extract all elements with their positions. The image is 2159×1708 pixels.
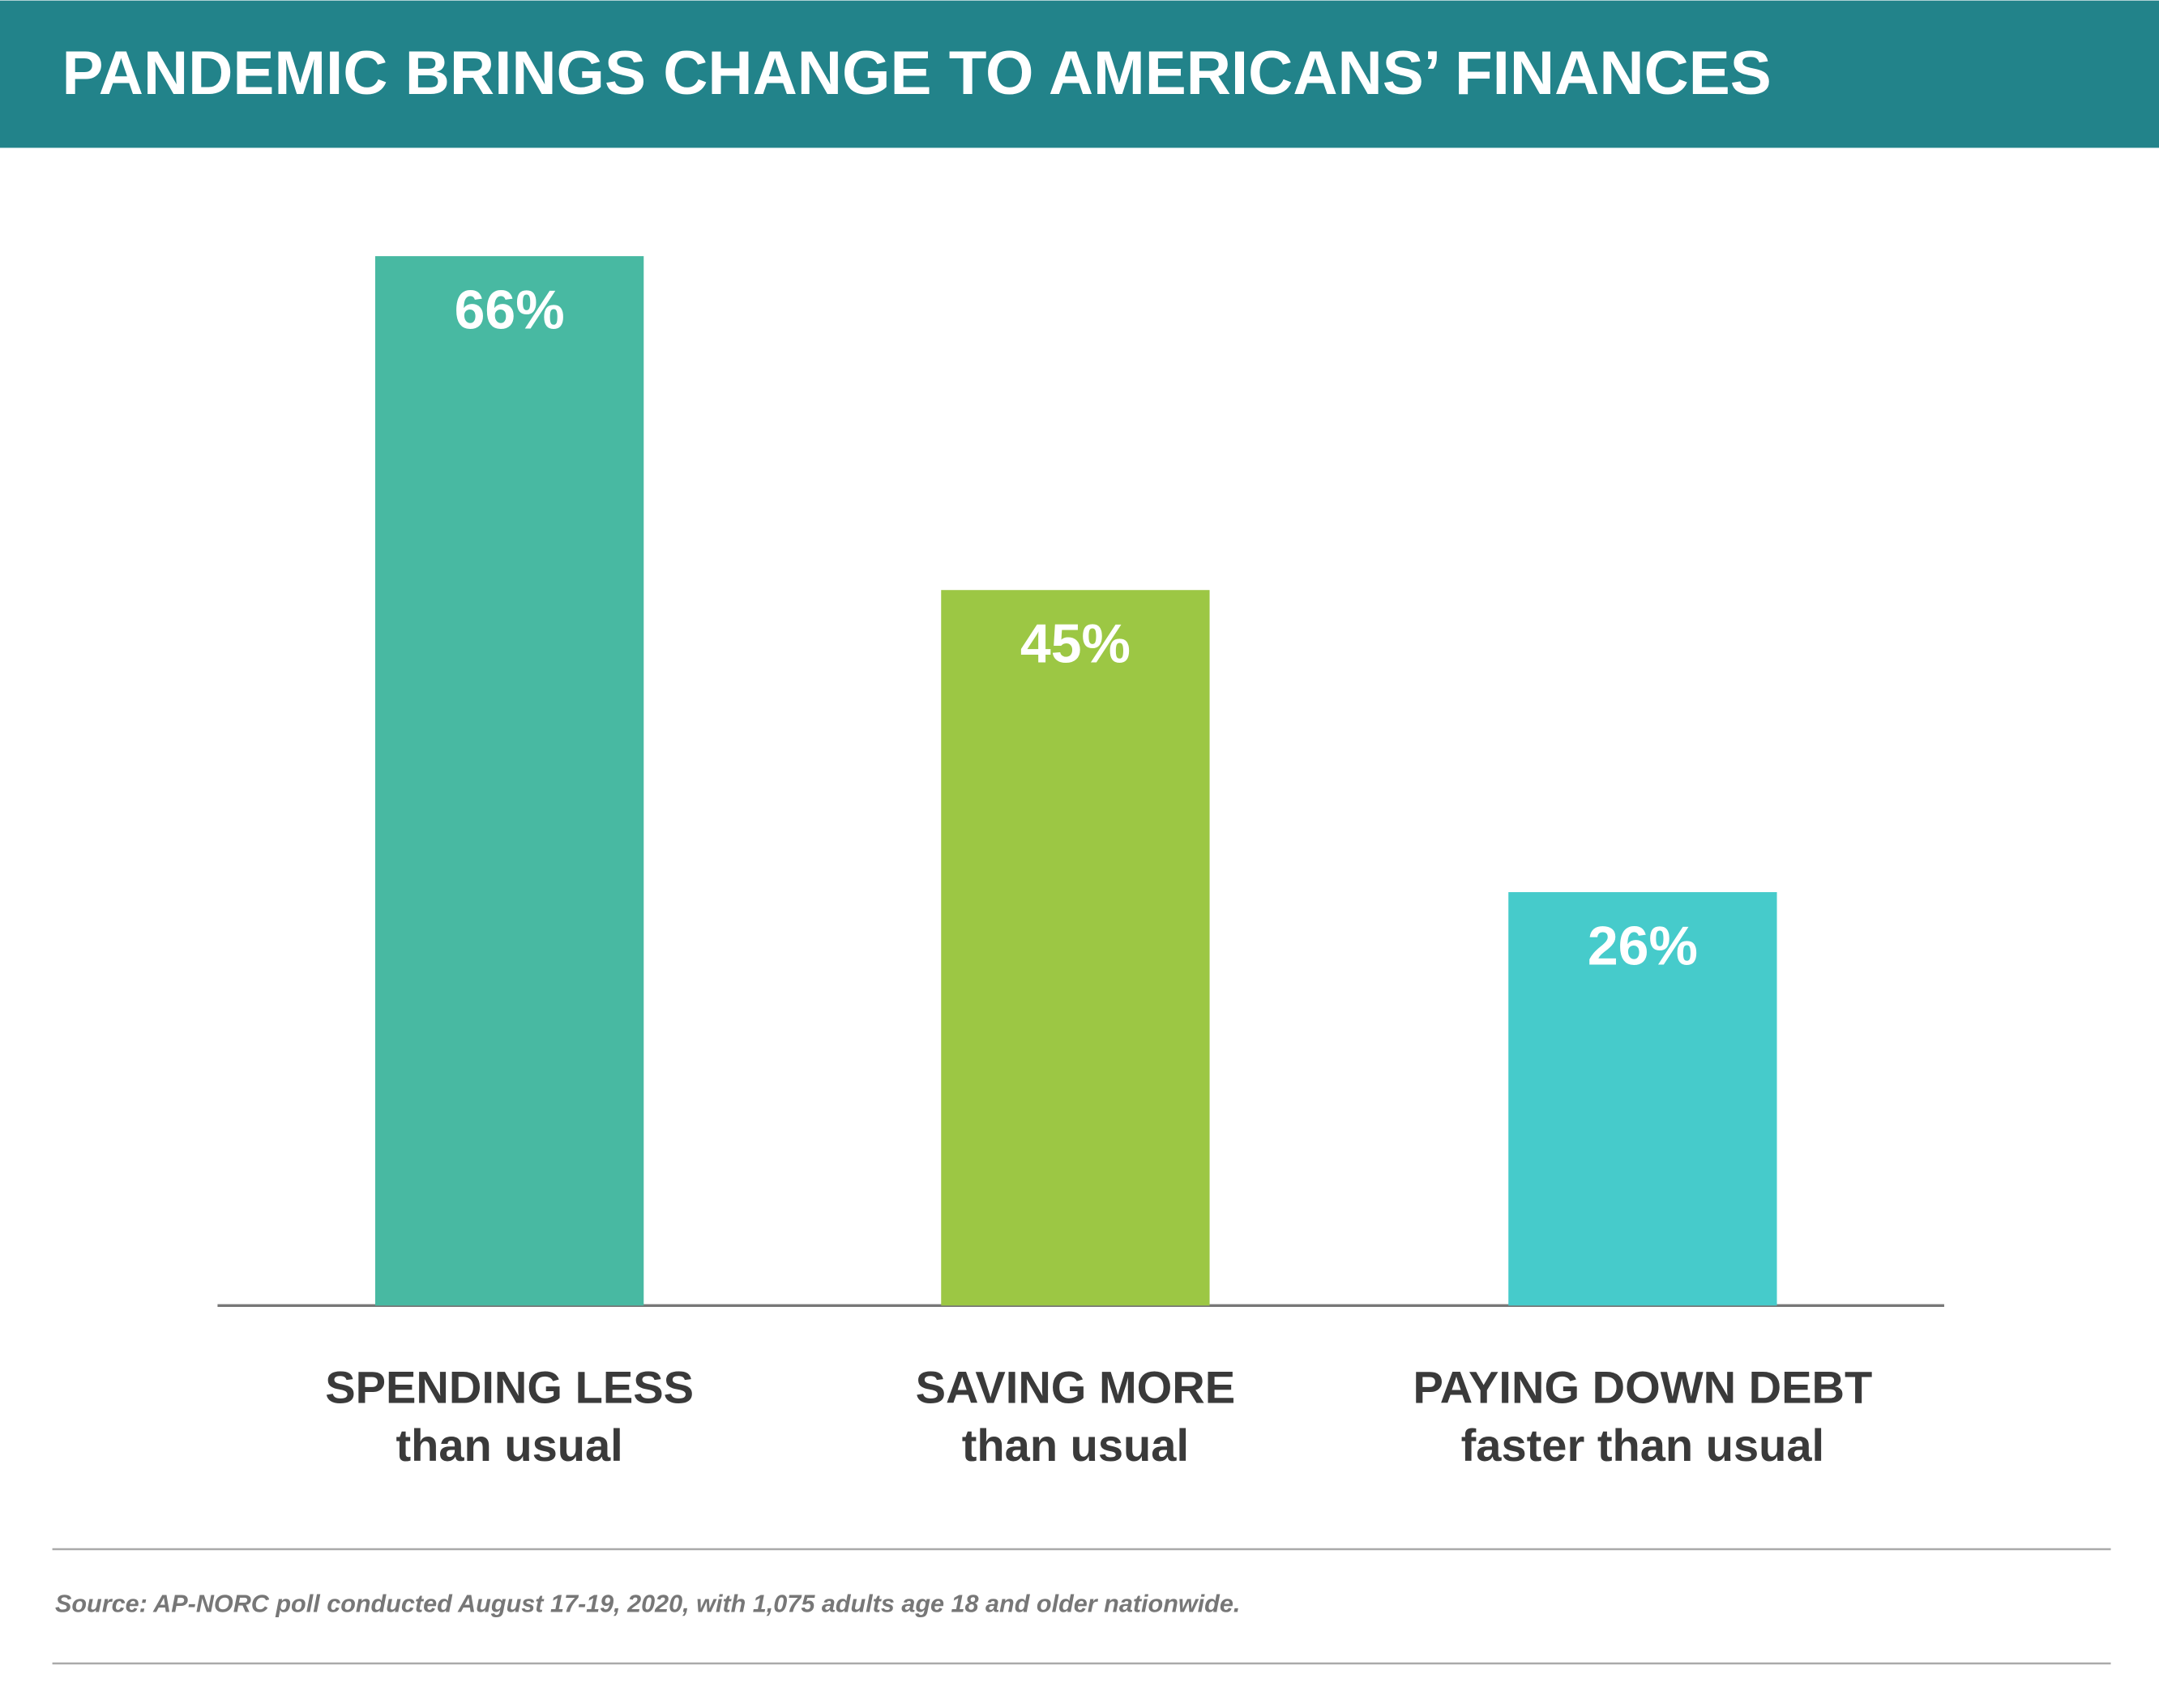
header-band (0, 0, 2159, 148)
source-note: Source: AP-NORC poll conducted August 17… (55, 1591, 1240, 1618)
category-label: SPENDING LESS (325, 1361, 694, 1412)
value-label: 45% (1020, 613, 1131, 675)
bar (1508, 892, 1777, 1306)
value-label: 26% (1588, 915, 1698, 976)
category-label: PAYING DOWN DEBT (1413, 1361, 1873, 1412)
category-label: than usual (962, 1420, 1189, 1471)
value-label: 66% (455, 279, 565, 340)
bar (374, 256, 644, 1306)
chart-title: PANDEMIC BRINGS CHANGE TO AMERICANS’ FIN… (62, 39, 1771, 108)
category-label: than usual (395, 1420, 622, 1471)
bar (941, 590, 1210, 1306)
category-label: SAVING MORE (916, 1361, 1235, 1412)
category-label: faster than usual (1461, 1420, 1825, 1471)
